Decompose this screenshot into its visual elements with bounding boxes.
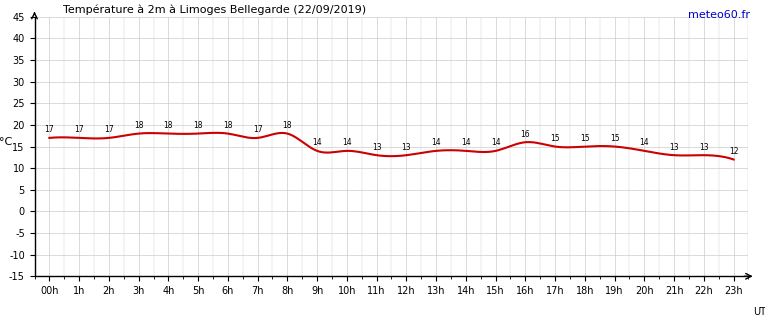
Text: 13: 13 — [669, 143, 679, 152]
Text: 14: 14 — [461, 139, 470, 148]
Text: 18: 18 — [134, 121, 143, 130]
Text: 18: 18 — [164, 121, 173, 130]
Text: 17: 17 — [74, 125, 84, 134]
Text: 15: 15 — [610, 134, 620, 143]
Text: 15: 15 — [580, 134, 590, 143]
Text: 17: 17 — [44, 125, 54, 134]
Text: Température à 2m à Limoges Bellegarde (22/09/2019): Température à 2m à Limoges Bellegarde (2… — [63, 4, 366, 15]
Text: 14: 14 — [431, 139, 441, 148]
Text: 14: 14 — [312, 139, 322, 148]
Text: 14: 14 — [342, 139, 352, 148]
Text: 13: 13 — [372, 143, 382, 152]
Text: 16: 16 — [520, 130, 530, 139]
Text: 13: 13 — [699, 143, 708, 152]
Text: 14: 14 — [640, 139, 649, 148]
Text: meteo60.fr: meteo60.fr — [688, 10, 750, 20]
X-axis label: UTC: UTC — [754, 308, 765, 317]
Y-axis label: °C: °C — [0, 137, 12, 147]
Text: 15: 15 — [550, 134, 560, 143]
Text: 14: 14 — [491, 139, 500, 148]
Text: 12: 12 — [729, 147, 738, 156]
Text: 13: 13 — [402, 143, 411, 152]
Text: 17: 17 — [104, 125, 114, 134]
Text: 18: 18 — [282, 121, 292, 130]
Text: 18: 18 — [194, 121, 203, 130]
Text: 17: 17 — [252, 125, 262, 134]
Text: 18: 18 — [223, 121, 233, 130]
